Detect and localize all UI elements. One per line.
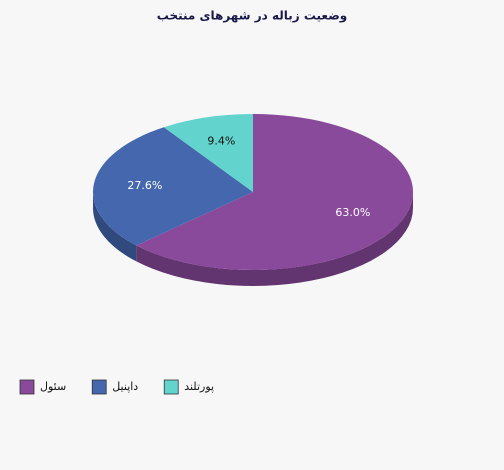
pie-side	[93, 192, 137, 262]
chart-title: وضعیت زباله در شهرهای منتخب	[157, 9, 348, 24]
pie-slice	[93, 127, 253, 246]
legend-swatch	[163, 379, 179, 395]
legend-swatch	[19, 379, 35, 395]
legend-label: سئول	[40, 380, 66, 393]
value-label: 27.6%	[127, 179, 162, 192]
value-label: 9.4%	[207, 134, 235, 147]
pie-slice	[136, 114, 414, 270]
legend-swatch	[91, 379, 107, 395]
pie-side	[136, 192, 413, 286]
legend-label: داپنیل	[112, 380, 138, 393]
value-label: 63.0%	[335, 206, 370, 219]
pie-slice	[163, 114, 253, 192]
legend-label: پورتلند	[184, 380, 214, 393]
